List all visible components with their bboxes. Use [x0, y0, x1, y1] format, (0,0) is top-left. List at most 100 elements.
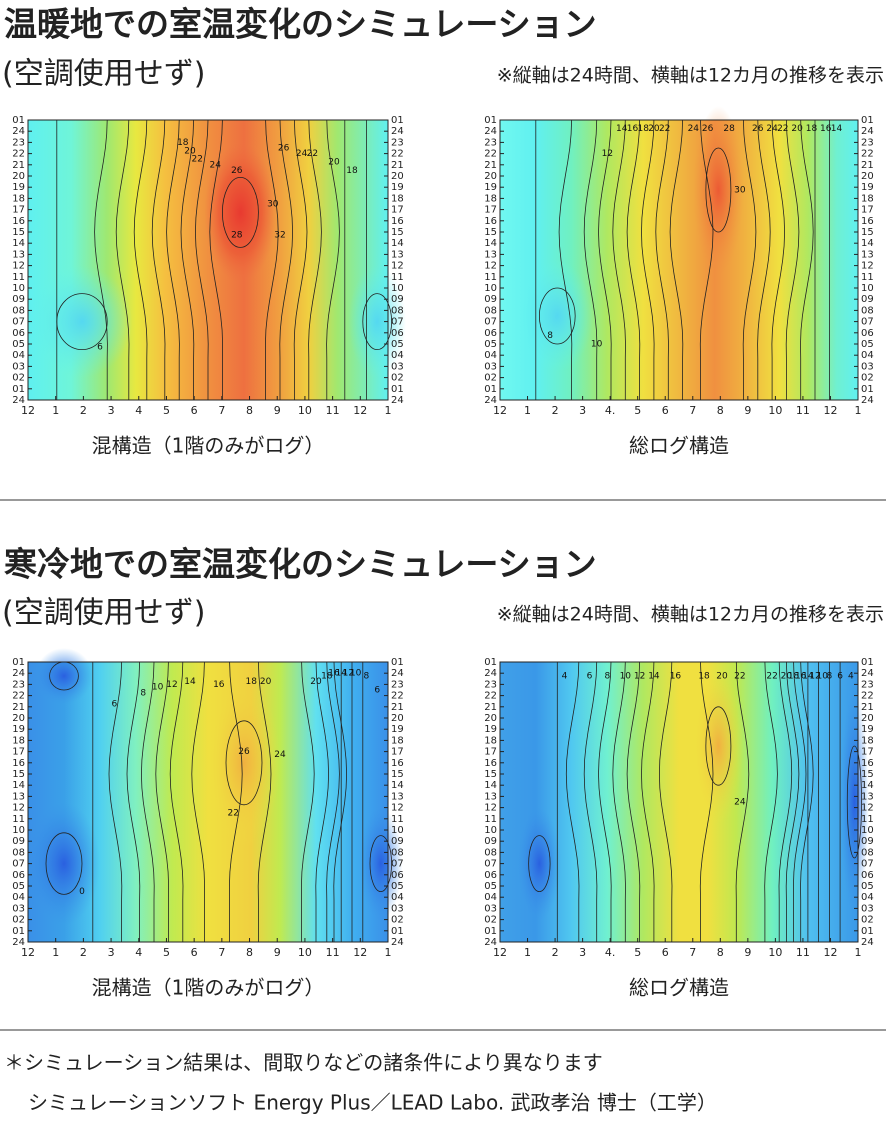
y-tick-label: 09 [12, 836, 25, 847]
contour-label: 18 [346, 166, 358, 176]
plot-frame [499, 119, 859, 401]
y-tick-label: 01 [391, 115, 404, 126]
y-tick-label: 11 [861, 272, 874, 283]
contour-line [133, 119, 148, 400]
y-tick-label: 02 [391, 915, 404, 926]
x-tick-label: 6 [191, 946, 198, 959]
contour-line [56, 293, 108, 351]
y-tick-label: 03 [861, 903, 874, 914]
footnote: シミュレーションソフト Energy Plus／LEAD Labo. 武政孝治 … [28, 1091, 717, 1115]
x-tick-label: 2 [552, 946, 559, 959]
y-tick-label: 08 [12, 305, 25, 316]
chart-caption: 混構造（1階のみがログ） [92, 434, 325, 458]
y-tick-label: 20 [391, 171, 404, 182]
x-tick-label: 11 [326, 404, 340, 417]
plot-frame [27, 119, 389, 401]
y-tick-label: 11 [484, 814, 497, 825]
x-tick-label: 1 [52, 404, 59, 417]
y-tick-label: 23 [12, 679, 25, 690]
y-tick-label: 19 [12, 182, 25, 193]
x-tick-label: 6 [662, 946, 669, 959]
x-tick-label: 4 [135, 946, 142, 959]
x-tick-label: 7 [689, 404, 696, 417]
footnote: ＊シミュレーション結果は、間取りなどの諸条件により異なります [4, 1051, 603, 1075]
chart-caption: 混構造（1階のみがログ） [92, 976, 325, 1000]
contour-line [279, 119, 294, 400]
y-tick-label: 18 [391, 193, 404, 204]
contour-label: 6 [374, 686, 380, 696]
y-tick-label: 14 [391, 238, 404, 249]
y-tick-label: 01 [484, 115, 497, 126]
y-tick-label: 12 [391, 803, 404, 814]
contour-label: 14 [648, 672, 660, 682]
y-tick-label: 01 [12, 926, 25, 937]
contour-line [800, 119, 814, 400]
x-tick-label: 4. [605, 404, 616, 417]
y-tick-label: 09 [861, 836, 874, 847]
y-tick-label: 05 [484, 339, 497, 350]
section-title: 寒冷地での室温変化のシミュレーション [4, 545, 597, 584]
y-tick-label: 22 [12, 149, 25, 160]
contour-label: 14 [335, 669, 347, 679]
y-tick-label: 13 [861, 249, 874, 260]
y-tick-label: 05 [484, 881, 497, 892]
y-tick-label: 10 [12, 283, 25, 294]
y-tick-label: 12 [12, 261, 25, 272]
y-tick-label: 22 [391, 691, 404, 702]
y-tick-label: 23 [861, 137, 874, 148]
y-tick-label: 12 [12, 803, 25, 814]
x-tick-label: 6 [191, 404, 198, 417]
x-tick-label: 11 [326, 946, 340, 959]
contour-label: 20 [184, 146, 196, 156]
contour-label: 16 [328, 669, 340, 679]
contour-line [699, 119, 714, 400]
contour-label: 12 [343, 669, 354, 679]
x-tick-label: 3 [579, 946, 586, 959]
y-tick-label: 05 [12, 339, 25, 350]
y-tick-label: 01 [861, 115, 874, 126]
contour-line [369, 835, 393, 892]
x-tick-label: 12 [21, 946, 35, 959]
y-tick-label: 13 [12, 791, 25, 802]
x-tick-label: 2 [80, 946, 87, 959]
x-tick-label: 11 [796, 946, 810, 959]
contour-label: 6 [837, 672, 843, 682]
x-tick-label: 7 [218, 404, 225, 417]
contour-line [846, 745, 862, 859]
contour-label: 12 [166, 680, 177, 690]
contour-label: 20 [328, 158, 340, 168]
y-tick-label: 07 [861, 317, 874, 328]
y-tick-label: 21 [391, 702, 404, 713]
contour-line [785, 119, 800, 400]
y-tick-label: 04 [861, 892, 874, 903]
contour-label: 20 [310, 677, 322, 687]
contour-label: 8 [547, 331, 553, 341]
y-tick-label: 16 [861, 758, 874, 769]
field-blob [348, 265, 407, 378]
contour-label: 10 [350, 669, 362, 679]
y-tick-label: 15 [12, 769, 25, 780]
x-tick-label: 4. [605, 946, 616, 959]
x-tick-label: 9 [744, 946, 751, 959]
y-tick-label: 09 [12, 294, 25, 305]
y-tick-label: 23 [391, 679, 404, 690]
x-tick-label: 8 [246, 404, 253, 417]
y-tick-label: 19 [12, 724, 25, 735]
contour-label: 16 [213, 680, 225, 690]
contour-line [800, 661, 814, 942]
y-tick-label: 24 [861, 126, 874, 137]
y-tick-label: 11 [484, 272, 497, 283]
y-tick-label: 06 [861, 328, 874, 339]
y-tick-label: 04 [12, 892, 25, 903]
y-tick-label: 11 [12, 272, 25, 283]
y-tick-label: 03 [12, 361, 25, 372]
contour-line [757, 119, 771, 400]
contour-line [778, 661, 793, 942]
y-tick-label: 19 [391, 724, 404, 735]
y-tick-label: 24 [861, 395, 874, 406]
y-tick-label: 04 [861, 350, 874, 361]
y-tick-label: 06 [484, 328, 497, 339]
